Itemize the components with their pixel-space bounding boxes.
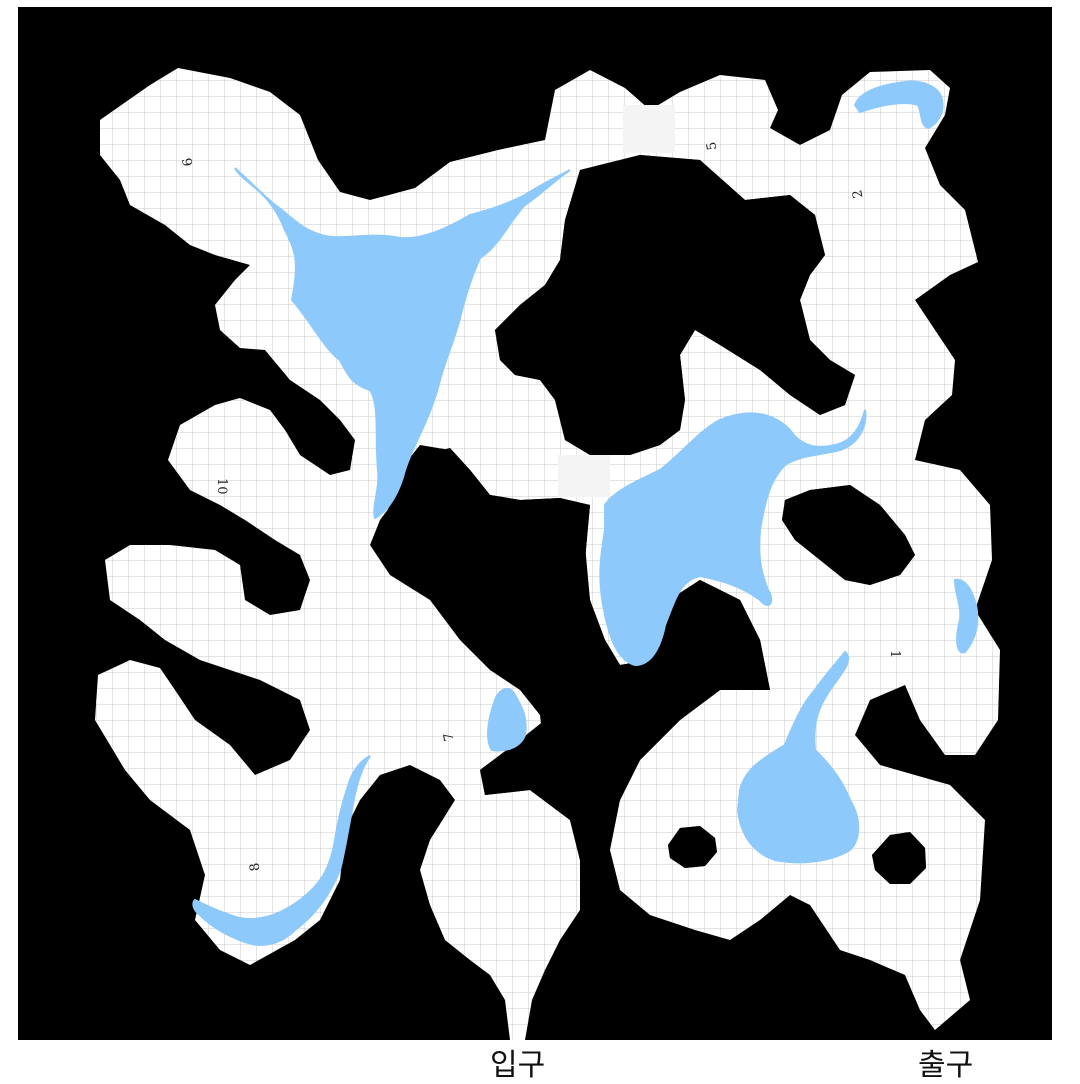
exit-label: 출구	[918, 1048, 974, 1083]
entrance-label: 입구	[490, 1048, 546, 1083]
pond-east	[953, 578, 979, 654]
room-number-7: 7	[441, 732, 457, 743]
room-number-10: 10	[214, 478, 229, 495]
door-north	[623, 105, 675, 153]
pond-northeast	[853, 80, 944, 130]
lake-southeast	[736, 650, 860, 864]
stream-southwest	[192, 755, 371, 946]
water-features	[192, 80, 979, 946]
lake-center-east	[599, 409, 867, 667]
room-number-5: 5	[704, 141, 720, 152]
room-number-2: 2	[850, 189, 866, 200]
room-numbers: 6 5 2 10 1 7 8	[180, 141, 902, 873]
lake-northwest	[234, 167, 571, 520]
door-center	[558, 455, 610, 497]
room-number-8: 8	[247, 862, 263, 873]
room-number-6: 6	[180, 157, 196, 168]
pond-south-center	[487, 688, 527, 752]
room-number-1: 1	[887, 650, 902, 658]
